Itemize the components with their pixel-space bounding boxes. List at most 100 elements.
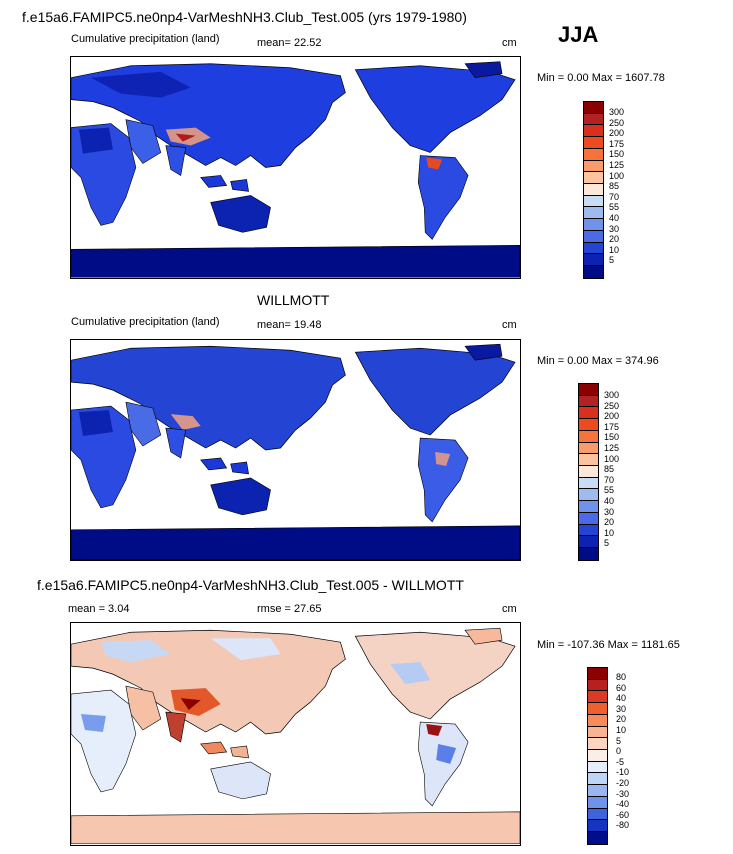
panel2-colorbar-swatch — [579, 395, 598, 408]
panel3-colorbar-label: -5 — [616, 756, 625, 767]
panel2-colorbar-swatch — [579, 419, 598, 431]
panel1-colorbar-swatch — [584, 125, 603, 138]
panel1-colorbar-swatch — [584, 148, 603, 161]
panel1-colorbar-label: 55 — [609, 202, 620, 213]
panel2-colorbar — [578, 383, 599, 561]
panel2-colorbar-labels: 300 250 200 175 150 125 100 85 70 55 40 … — [604, 390, 619, 549]
panel2-colorbar-swatch — [579, 512, 598, 525]
panel1-colorbar-swatch — [584, 195, 603, 208]
panel2-colorbar-label: 250 — [604, 400, 620, 411]
panel1-minmax-label: Min = 0.00 Max = 1607.78 — [537, 72, 665, 84]
panel3-colorbar-label: 30 — [616, 703, 627, 714]
panel3-colorbar-swatch — [588, 785, 607, 797]
panel1-units-label: cm — [502, 37, 517, 49]
panel2-mean-label: mean= 19.48 — [257, 319, 322, 331]
panel3-colorbar-swatch — [588, 726, 607, 739]
panel1-colorbar-label: 150 — [609, 149, 625, 160]
panel3-colorbar-label: 80 — [616, 672, 627, 682]
panel1-colorbar-label: 250 — [609, 117, 625, 128]
panel3-rmse-label: rmse = 27.65 — [257, 603, 322, 615]
panel2-colorbar-label: 5 — [604, 538, 610, 549]
panel3-colorbar-swatch — [588, 820, 607, 833]
panel3-colorbar-swatch — [588, 808, 607, 821]
panel3-colorbar-swatch — [588, 679, 607, 692]
panel1-colorbar-swatch — [584, 184, 603, 196]
panel1-colorbar-swatch — [584, 102, 603, 114]
panel2-colorbar-swatch — [579, 524, 598, 537]
panel2-minmax-label: Min = 0.00 Max = 374.96 — [537, 355, 659, 367]
panel2-colorbar-label: 55 — [604, 485, 615, 496]
panel1-colorbar-swatch — [584, 242, 603, 255]
panel3-colorbar-label: -40 — [616, 799, 630, 810]
panel3-colorbar — [587, 667, 608, 845]
panel2-colorbar-label: 150 — [604, 432, 620, 443]
panel1-map-graphic — [71, 61, 520, 278]
panel1-variable-label: Cumulative precipitation (land) — [71, 33, 220, 45]
panel1-colorbar-swatch — [584, 113, 603, 126]
panel1-colorbar-label: 300 — [609, 107, 625, 117]
panel3-colorbar-label: 40 — [616, 693, 627, 704]
panel3-map-graphic — [71, 627, 520, 845]
panel1-mean-label: mean= 22.52 — [257, 37, 322, 49]
panel1-colorbar-label: 5 — [609, 255, 615, 266]
panel1-colorbar-label: 175 — [609, 138, 625, 149]
panel2-colorbar-label: 30 — [604, 506, 615, 517]
panel1-colorbar-label: 125 — [609, 159, 625, 170]
panel1-colorbar-swatch — [584, 230, 603, 243]
panel2-colorbar-label: 125 — [604, 442, 620, 453]
panel3-colorbar-swatch — [588, 738, 607, 751]
panel2-colorbar-label: 175 — [604, 421, 620, 432]
panel2-colorbar-label: 300 — [604, 390, 620, 400]
panel3-mean-label: mean = 3.04 — [68, 603, 130, 615]
panel3-minmax-label: Min = -107.36 Max = 1181.65 — [537, 639, 680, 651]
panel1-colorbar-label: 10 — [609, 244, 620, 255]
panel2-colorbar-label: 200 — [604, 411, 620, 422]
panel1-colorbar — [583, 101, 604, 279]
panel2-colorbar-swatch — [579, 536, 598, 549]
panel1-colorbar-swatch — [584, 254, 603, 267]
panel2-colorbar-label: 100 — [604, 453, 620, 464]
panel3-colorbar-swatch — [588, 832, 607, 844]
panel1-colorbar-label: 20 — [609, 234, 620, 245]
panel2-colorbar-swatch — [579, 501, 598, 513]
panel1-colorbar-swatch — [584, 219, 603, 231]
panel1-colorbar-labels: 300 250 200 175 150 125 100 85 70 55 40 … — [609, 107, 624, 266]
season-label: JJA — [558, 22, 599, 47]
panel2-colorbar-swatch — [579, 466, 598, 478]
panel3-colorbar-label: -80 — [616, 820, 630, 831]
panel3-colorbar-label: -20 — [616, 777, 630, 788]
panel3-colorbar-swatch — [588, 761, 607, 774]
panel2-colorbar-swatch — [579, 442, 598, 455]
panel3-colorbar-label: -30 — [616, 788, 630, 799]
panel1-colorbar-label: 85 — [609, 181, 620, 192]
panel3-colorbar-label: 60 — [616, 682, 627, 693]
panel3-colorbar-swatch — [588, 668, 607, 680]
panel2-map — [70, 339, 521, 561]
panel2-colorbar-label: 85 — [604, 464, 615, 475]
panel3-colorbar-swatch — [588, 773, 607, 786]
panel3-colorbar-swatch — [588, 714, 607, 727]
panel2-colorbar-swatch — [579, 477, 598, 490]
panel1-map — [70, 56, 521, 279]
panel3-colorbar-swatch — [588, 796, 607, 809]
panel2-variable-label: Cumulative precipitation (land) — [71, 316, 220, 328]
panel3-colorbar-label: 5 — [616, 735, 622, 746]
panel1-colorbar-swatch — [584, 160, 603, 173]
panel1-colorbar-label: 100 — [609, 170, 625, 181]
panel3-colorbar-swatch — [588, 703, 607, 715]
panel3-units-label: cm — [502, 603, 517, 615]
panel1-colorbar-swatch — [584, 137, 603, 149]
panel2-colorbar-swatch — [579, 548, 598, 560]
panel3-colorbar-label: 20 — [616, 714, 627, 725]
panel3-map — [70, 622, 521, 846]
panel2-colorbar-swatch — [579, 489, 598, 502]
panel2-units-label: cm — [502, 319, 517, 331]
panel1-colorbar-label: 30 — [609, 223, 620, 234]
panel1-colorbar-swatch — [584, 266, 603, 278]
panel3-title: f.e15a6.FAMIPC5.ne0np4-VarMeshNH3.Club_T… — [37, 577, 464, 593]
panel3-colorbar-swatch — [588, 691, 607, 704]
panel1-colorbar-label: 70 — [609, 191, 620, 202]
panel1-colorbar-label: 40 — [609, 212, 620, 223]
panel1-colorbar-swatch — [584, 172, 603, 185]
panel2-colorbar-swatch — [579, 384, 598, 396]
